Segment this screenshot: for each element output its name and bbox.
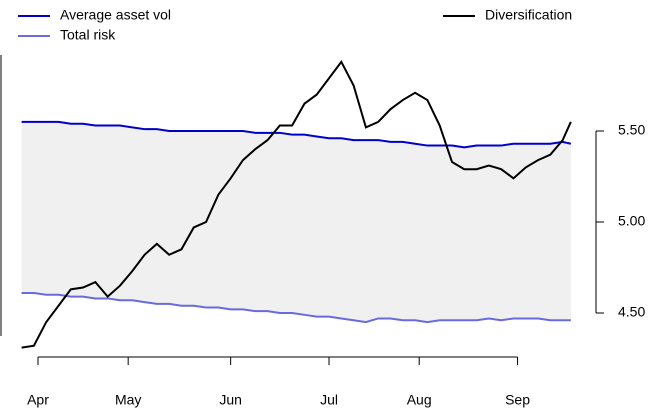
x-tick-label: Aug (407, 392, 432, 408)
legend-label: Average asset vol (60, 7, 171, 23)
y2-tick-label: 5.00 (618, 213, 645, 229)
y2-tick-label: 5.50 (618, 122, 645, 138)
x-tick-label: Jun (219, 392, 242, 408)
y2-tick-label: 4.50 (618, 304, 645, 320)
risk-band (21, 121, 571, 323)
legend-label: Diversification (485, 7, 572, 23)
series-line (21, 120, 572, 149)
x-tick-label: May (115, 392, 141, 408)
series-line (21, 59, 572, 349)
legend-label: Total risk (60, 27, 116, 43)
series-line (21, 291, 571, 324)
x-tick-label: Sep (505, 392, 530, 408)
x-tick-label: Apr (27, 392, 49, 408)
x-tick-label: Jul (320, 392, 338, 408)
